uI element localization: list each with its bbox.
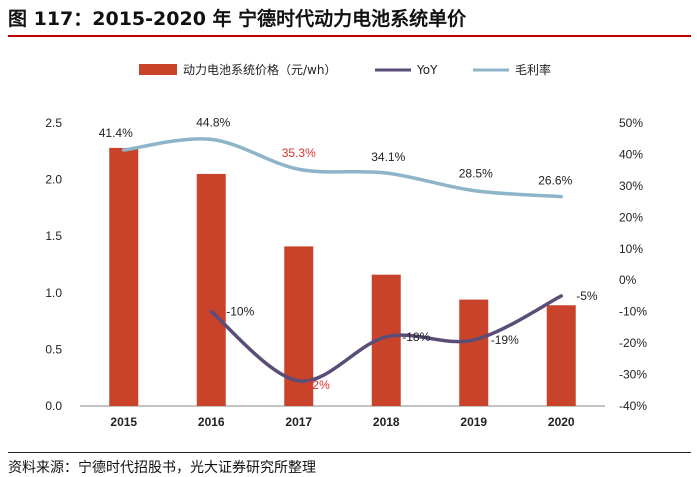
legend-yoy-label: YoY	[416, 63, 438, 77]
bar	[109, 147, 139, 407]
x-tick-label: 2019	[460, 415, 487, 429]
y-left-tick-label: 0.0	[45, 399, 62, 413]
yoy-data-label: -32%	[302, 378, 330, 392]
figure-title: 图 117：2015-2020 年 宁德时代动力电池系统单价	[8, 8, 467, 30]
y-right-tick-label: -20%	[619, 336, 647, 350]
x-tick-label: 2016	[198, 415, 225, 429]
y-right-tick-label: -30%	[619, 368, 647, 382]
y-right-tick-label: 0%	[619, 273, 637, 287]
y-right-tick-label: 50%	[619, 116, 643, 130]
legend-bar-label: 动力电池系统价格（元/wh）	[183, 62, 336, 77]
yoy-line	[209, 294, 563, 383]
y-left-tick-label: 2.0	[45, 173, 62, 187]
x-tick-label: 2018	[373, 415, 400, 429]
yoy-data-label: -10%	[226, 305, 254, 319]
y-right-tick-label: 20%	[619, 210, 643, 224]
legend-margin-label: 毛利率	[515, 62, 551, 77]
margin-data-label: 41.4%	[99, 126, 133, 140]
margin-data-label: 34.1%	[371, 150, 405, 164]
legend-bar-swatch	[139, 64, 177, 75]
x-tick-label: 2015	[110, 415, 137, 429]
bars	[109, 147, 576, 407]
margin-data-label: 28.5%	[459, 167, 493, 181]
y-right-tick-label: -10%	[619, 305, 647, 319]
title-rule	[8, 35, 691, 37]
margin-data-label: 26.6%	[538, 174, 572, 188]
bar	[546, 305, 576, 406]
y-left-tick-label: 0.5	[45, 342, 62, 356]
footer-rule	[8, 452, 691, 453]
legend: 动力电池系统价格（元/wh） YoY 毛利率	[139, 62, 551, 77]
y-left-tick-label: 2.5	[45, 116, 62, 130]
y-right-tick-label: 30%	[619, 179, 643, 193]
bar	[196, 173, 226, 406]
source-note: 资料来源：宁德时代招股书，光大证券研究所整理	[8, 460, 316, 476]
margin-data-label: 44.8%	[196, 115, 230, 129]
x-tick-label: 2017	[285, 415, 312, 429]
y-right-tick-label: 10%	[619, 242, 643, 256]
yoy-data-label: -18%	[402, 330, 430, 344]
yoy-data-label: -19%	[491, 333, 519, 347]
margin-data-label: 35.3%	[282, 146, 316, 160]
bar	[459, 299, 489, 406]
yoy-data-label: -5%	[576, 289, 598, 303]
axes: 2.5 2.0 1.5 1.0 0.5 0.0 50% 40% 30% 20% 10% 0% -10% -…	[45, 116, 647, 429]
y-right-tick-label: -40%	[619, 399, 647, 413]
y-left-tick-label: 1.5	[45, 229, 62, 243]
y-right-tick-label: 40%	[619, 147, 643, 161]
margin-line	[122, 137, 563, 199]
y-left-tick-label: 1.0	[45, 286, 62, 300]
data-labels: 41.4% 44.8% 35.3% 34.1% 28.5% 26.6% -10% -32% -1…	[99, 115, 598, 391]
x-tick-label: 2020	[548, 415, 575, 429]
lines	[122, 137, 563, 383]
